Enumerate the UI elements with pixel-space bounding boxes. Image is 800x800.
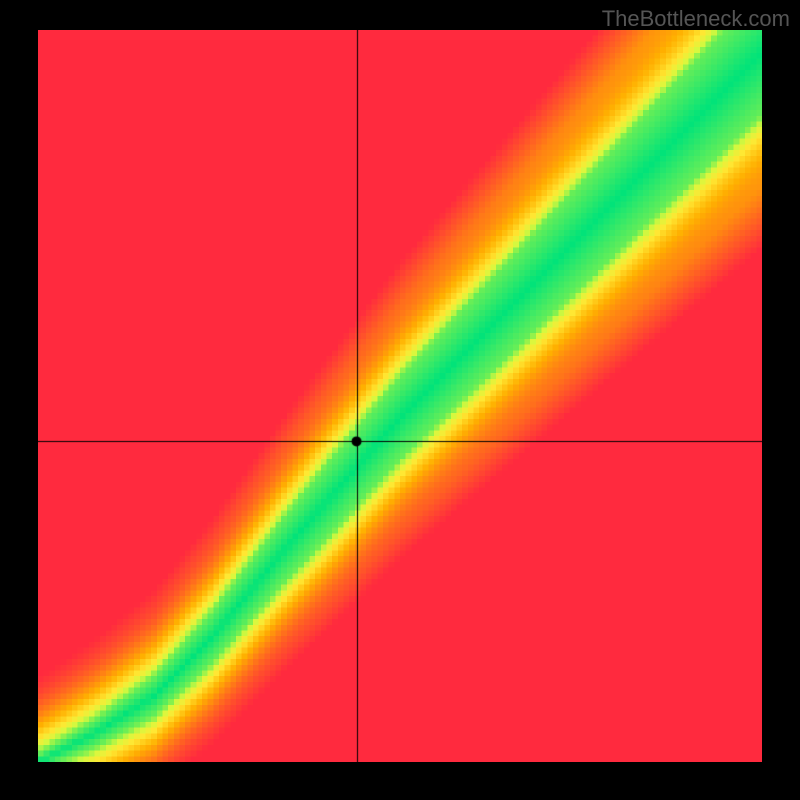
bottleneck-heatmap [38,30,762,762]
chart-container: TheBottleneck.com [0,0,800,800]
watermark-text: TheBottleneck.com [602,6,790,32]
